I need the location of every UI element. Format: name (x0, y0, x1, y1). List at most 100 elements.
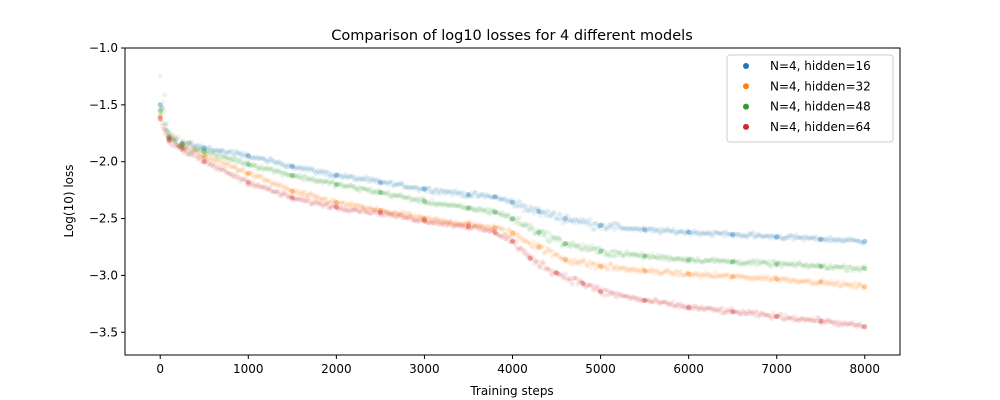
scatter-point (489, 227, 495, 233)
scatter-point (413, 218, 419, 224)
legend-label: N=4, hidden=48 (770, 100, 871, 114)
scatter-point (779, 236, 785, 242)
scatter-point (169, 143, 175, 149)
scatter-point (391, 192, 397, 198)
scatter-point (650, 299, 656, 305)
scatter-point (454, 191, 460, 197)
scatter-point (758, 260, 763, 266)
scatter-point (608, 253, 613, 259)
scatter-point (382, 212, 388, 218)
scatter-point (850, 319, 855, 325)
scatter-point (791, 278, 797, 284)
scatter-point (240, 167, 246, 173)
scatter-point (162, 126, 167, 132)
scatter-point (189, 152, 195, 158)
scatter-point (639, 265, 645, 271)
scatter-point (658, 256, 664, 262)
scatter-point (306, 175, 312, 181)
scatter-point (819, 321, 825, 327)
scatter-point (708, 258, 714, 263)
scatter-point (557, 272, 563, 278)
scatter-point (635, 295, 641, 301)
scatter-point (647, 226, 652, 232)
scatter-point (655, 226, 661, 232)
scatter-point (632, 227, 638, 233)
data-point (536, 244, 542, 250)
scatter-point (485, 193, 491, 199)
scatter-point (399, 181, 405, 187)
scatter-point (405, 184, 410, 189)
scatter-point (443, 202, 448, 208)
scatter-point (348, 173, 353, 179)
scatter-point (503, 196, 509, 201)
scatter-point (285, 163, 291, 168)
scatter-point (730, 232, 736, 238)
scatter-point (390, 209, 396, 215)
scatter-point (689, 272, 695, 277)
scatter-point (435, 222, 441, 228)
scatter-point (619, 294, 625, 300)
scatter-point (749, 258, 755, 263)
scatter-point (595, 245, 601, 251)
scatter-point (574, 220, 580, 226)
scatter-point (568, 262, 574, 267)
scatter-point (492, 226, 498, 232)
scatter-point (768, 315, 774, 321)
scatter-point (682, 303, 687, 309)
scatter-point (859, 324, 865, 330)
scatter-point (263, 158, 269, 164)
scatter-point (172, 135, 178, 141)
scatter-point (342, 172, 348, 178)
scatter-point (844, 283, 850, 288)
scatter-point (493, 231, 499, 237)
scatter-point (704, 269, 710, 275)
data-point (201, 145, 207, 151)
scatter-point (376, 209, 382, 215)
scatter-point (648, 265, 653, 271)
scatter-point (715, 230, 721, 236)
scatter-point (662, 254, 668, 259)
x-axis-ticks: 0 1000 2000 3000 4000 5000 6000 7000 8000 (156, 355, 880, 376)
scatter-point (264, 178, 270, 184)
scatter-point (691, 270, 697, 276)
scatter-point (269, 181, 275, 187)
scatter-point (669, 256, 675, 261)
scatter-point (403, 213, 408, 219)
scatter-point (332, 185, 338, 190)
scatter-point (693, 303, 699, 309)
scatter-point (420, 215, 426, 221)
scatter-point (202, 153, 208, 158)
data-point (818, 318, 824, 324)
scatter-point (576, 218, 582, 224)
scatter-point (436, 219, 442, 225)
x-tick-label: 0 (156, 362, 164, 376)
scatter-point (646, 268, 651, 274)
scatter-point (832, 237, 837, 242)
scatter-point (601, 293, 607, 298)
scatter-point (492, 210, 498, 216)
scatter-point (693, 258, 699, 264)
scatter-point (548, 247, 554, 253)
scatter-point (178, 141, 184, 147)
scatter-point (450, 189, 456, 195)
scatter-point (335, 206, 341, 211)
scatter-point (488, 195, 494, 201)
scatter-point (296, 188, 302, 194)
scatter-point (499, 234, 504, 239)
scatter-point (740, 308, 745, 314)
scatter-point (170, 136, 176, 142)
data-point (166, 136, 172, 142)
scatter-point (512, 220, 518, 226)
scatter-point (741, 309, 746, 314)
scatter-point (200, 148, 205, 154)
scatter-point (392, 182, 398, 188)
scatter-point (247, 162, 253, 168)
scatter-point (619, 226, 625, 232)
scatter-point (263, 178, 269, 183)
scatter-point (538, 229, 544, 235)
scatter-point (469, 226, 475, 231)
scatter-point (498, 234, 503, 240)
scatter-point (330, 172, 335, 178)
scatter-point (209, 151, 215, 157)
scatter-point (771, 259, 777, 265)
